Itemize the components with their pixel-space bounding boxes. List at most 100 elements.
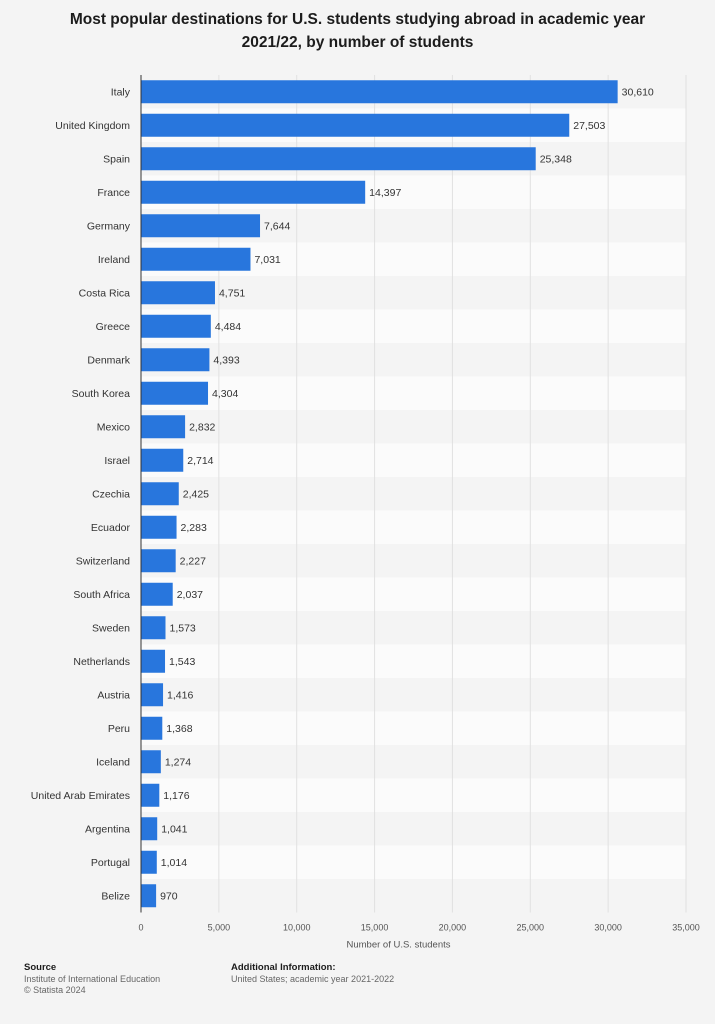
category-label: Switzerland bbox=[76, 555, 130, 567]
bar-south-korea bbox=[141, 381, 209, 405]
category-label: South Korea bbox=[72, 388, 131, 400]
row-band bbox=[141, 510, 686, 544]
x-tick-label: 20,000 bbox=[439, 923, 467, 933]
category-label: Netherlands bbox=[73, 656, 130, 668]
category-label: United Kingdom bbox=[55, 120, 130, 132]
bar-peru bbox=[141, 716, 163, 740]
value-label: 2,227 bbox=[180, 555, 206, 567]
value-label: 14,397 bbox=[369, 187, 401, 199]
value-label: 1,368 bbox=[166, 723, 192, 735]
source-link[interactable]: Institute of International Education bbox=[24, 973, 161, 984]
copyright-text: © Statista 2024 bbox=[24, 985, 86, 995]
bar-netherlands bbox=[141, 649, 166, 673]
value-label: 2,832 bbox=[189, 421, 215, 433]
value-label: 30,610 bbox=[622, 86, 654, 98]
bar-portugal bbox=[141, 850, 157, 874]
row-band bbox=[141, 778, 686, 812]
bar-belize bbox=[141, 884, 157, 908]
category-label: Argentina bbox=[85, 823, 130, 835]
footer-additional-info: Additional Information: United States; a… bbox=[231, 962, 394, 985]
x-tick-label: 5,000 bbox=[208, 923, 231, 933]
value-label: 4,751 bbox=[219, 287, 245, 299]
row-band bbox=[141, 577, 686, 611]
category-label: Denmark bbox=[87, 354, 130, 366]
value-label: 1,416 bbox=[167, 689, 193, 701]
x-tick-label: 0 bbox=[138, 923, 143, 933]
category-label: Peru bbox=[108, 723, 130, 735]
bar-france bbox=[141, 180, 366, 204]
value-label: 25,348 bbox=[540, 153, 572, 165]
category-label: Portugal bbox=[91, 857, 130, 869]
category-label: Mexico bbox=[97, 421, 130, 433]
value-label: 1,274 bbox=[165, 756, 191, 768]
bar-germany bbox=[141, 214, 261, 238]
x-tick-label: 30,000 bbox=[594, 923, 622, 933]
row-band bbox=[141, 309, 686, 343]
category-label: France bbox=[97, 187, 130, 199]
bar-chart: Italy 30,610 United Kingdom 27,503 Spain 25,3… bbox=[31, 75, 700, 951]
bar-sweden bbox=[141, 616, 166, 640]
value-label: 27,503 bbox=[573, 120, 605, 132]
value-label: 1,543 bbox=[169, 656, 195, 668]
category-label: South Africa bbox=[73, 589, 130, 601]
value-label: 7,031 bbox=[254, 254, 280, 266]
value-label: 1,176 bbox=[163, 790, 189, 802]
category-label: Germany bbox=[87, 220, 131, 232]
bar-ecuador bbox=[141, 515, 177, 539]
category-label: Sweden bbox=[92, 622, 130, 634]
category-label: Iceland bbox=[96, 756, 130, 768]
value-label: 970 bbox=[160, 890, 178, 902]
bar-costa-rica bbox=[141, 281, 215, 305]
value-label: 4,304 bbox=[212, 388, 238, 400]
row-band bbox=[141, 443, 686, 477]
value-label: 2,283 bbox=[181, 522, 207, 534]
category-label: Belize bbox=[101, 890, 130, 902]
info-heading: Additional Information: bbox=[231, 962, 336, 973]
bar-denmark bbox=[141, 348, 210, 372]
value-label: 4,393 bbox=[213, 354, 239, 366]
bar-italy bbox=[141, 80, 618, 104]
row-band bbox=[141, 711, 686, 745]
x-tick-label: 15,000 bbox=[361, 923, 389, 933]
category-label: Greece bbox=[96, 321, 131, 333]
bar-austria bbox=[141, 683, 164, 707]
value-label: 2,037 bbox=[177, 589, 203, 601]
category-label: Spain bbox=[103, 153, 130, 165]
bar-czechia bbox=[141, 482, 179, 506]
bar-mexico bbox=[141, 415, 186, 439]
value-label: 1,014 bbox=[161, 857, 187, 869]
bar-israel bbox=[141, 448, 184, 472]
value-label: 2,425 bbox=[183, 488, 209, 500]
bar-united-arab-emirates bbox=[141, 783, 160, 807]
value-label: 4,484 bbox=[215, 321, 241, 333]
category-label: Italy bbox=[111, 86, 131, 98]
row-band bbox=[141, 644, 686, 678]
category-label: Ecuador bbox=[91, 522, 131, 534]
category-label: Israel bbox=[104, 455, 130, 467]
category-label: Ireland bbox=[98, 254, 130, 266]
bar-argentina bbox=[141, 817, 158, 841]
category-label: Austria bbox=[97, 689, 130, 701]
bar-greece bbox=[141, 314, 211, 338]
chart-title: Most popular destinations for U.S. stude… bbox=[69, 11, 646, 51]
bar-united-kingdom bbox=[141, 113, 570, 137]
bar-iceland bbox=[141, 750, 161, 774]
category-label: United Arab Emirates bbox=[31, 790, 130, 802]
bar-switzerland bbox=[141, 549, 176, 573]
category-label: Czechia bbox=[92, 488, 130, 500]
category-label: Costa Rica bbox=[79, 287, 131, 299]
x-tick-label: 35,000 bbox=[672, 923, 700, 933]
source-heading: Source bbox=[24, 962, 57, 973]
row-band bbox=[141, 845, 686, 879]
x-tick-label: 25,000 bbox=[517, 923, 545, 933]
x-tick-label: 10,000 bbox=[283, 923, 311, 933]
footer-source: Source Institute of International Educat… bbox=[24, 962, 160, 997]
bar-spain bbox=[141, 147, 536, 171]
x-axis-title: Number of U.S. students bbox=[346, 940, 450, 951]
bar-ireland bbox=[141, 247, 251, 271]
bar-south-africa bbox=[141, 582, 173, 606]
value-label: 2,714 bbox=[187, 455, 213, 467]
value-label: 1,573 bbox=[169, 622, 195, 634]
value-label: 7,644 bbox=[264, 220, 290, 232]
info-text: United States; academic year 2021-2022 bbox=[231, 973, 395, 984]
